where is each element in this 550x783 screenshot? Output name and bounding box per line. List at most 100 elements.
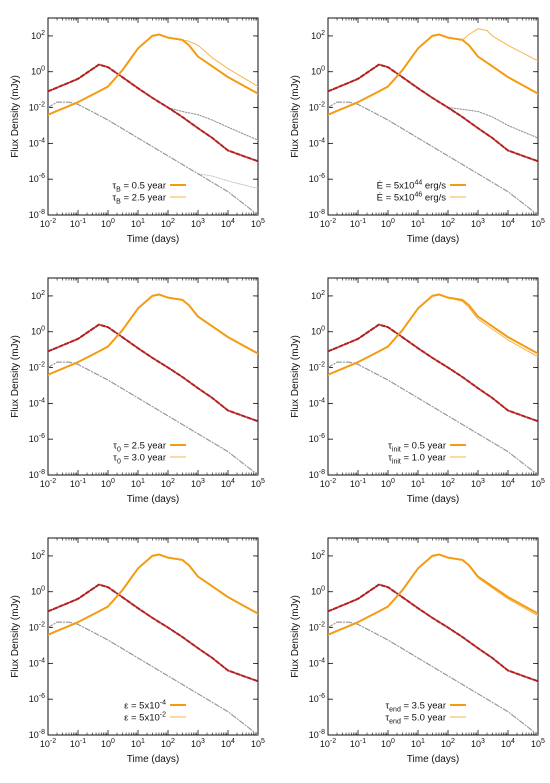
legend-symbol: Ė (377, 181, 383, 192)
x-tick-base: 10 (531, 479, 541, 489)
legend-rest: = 5x10 (128, 713, 159, 724)
y-tick-label: 102 (31, 30, 45, 41)
series-line-dashed-red (48, 583, 258, 683)
x-tick-base: 10 (411, 219, 421, 229)
x-tick-label: 100 (381, 218, 395, 229)
x-tick-exp: 3 (481, 738, 485, 745)
x-tick-label: 100 (101, 478, 115, 489)
legend-sub: init (392, 447, 401, 454)
x-tick-label: 103 (191, 478, 205, 489)
y-tick-exp: -2 (39, 102, 45, 109)
x-tick-exp: 5 (541, 218, 545, 225)
legend-sub: B (116, 199, 121, 206)
x-tick-label: 10-2 (40, 738, 56, 749)
y-tick-exp: 0 (321, 66, 325, 73)
x-tick-label: 10-1 (350, 478, 366, 489)
x-tick-exp: 5 (261, 218, 265, 225)
x-tick-label: 101 (411, 478, 425, 489)
legend-symbol: Ė (377, 193, 383, 204)
series-line-dashdot-gray (328, 101, 538, 215)
series-line-dashed-red (48, 63, 258, 163)
chart-panel-3: 10-2 10-1 100 101 102 103 104 10510-810-610-410… (10, 277, 265, 505)
x-tick-base: 10 (251, 739, 261, 749)
series-line-dashed-red (328, 63, 538, 163)
legend-label: Ė = 5x1044 erg/s (377, 180, 447, 192)
legend-symbol: τ (113, 441, 117, 452)
y-tick-base: 10 (29, 138, 39, 148)
x-tick-label: 10-1 (350, 218, 366, 229)
chart-panel-6: 10-2 10-1 100 101 102 103 104 10510-810-610-410… (290, 537, 545, 765)
x-tick-base: 10 (350, 739, 360, 749)
x-tick-label: 105 (531, 738, 545, 749)
x-tick-label: 102 (161, 478, 175, 489)
x-tick-label: 100 (101, 738, 115, 749)
y-tick-base: 10 (309, 398, 319, 408)
legend-symbol: ε (124, 713, 129, 724)
series-group (48, 553, 258, 735)
x-tick-label: 103 (471, 478, 485, 489)
series-line-thin-orange (167, 297, 258, 354)
x-tick-label: 10-2 (320, 478, 336, 489)
y-axis-label: Flux Density (mJy) (10, 75, 21, 158)
x-tick-exp: 4 (511, 218, 515, 225)
series-line-thin-orange (167, 37, 258, 87)
x-tick-base: 10 (350, 479, 360, 489)
y-tick-label: 10-2 (309, 362, 325, 373)
y-tick-base: 10 (31, 67, 41, 77)
x-axis-label: Time (days) (407, 494, 459, 505)
x-tick-label: 103 (471, 218, 485, 229)
x-tick-exp: 4 (511, 738, 515, 745)
x-tick-base: 10 (471, 479, 481, 489)
y-tick-base: 10 (311, 587, 321, 597)
x-tick-base: 10 (40, 219, 50, 229)
x-axis-label: Time (days) (127, 754, 179, 765)
series-line-dashdot-gray (328, 361, 538, 475)
y-tick-label: 100 (311, 66, 325, 77)
legend-sub: end (389, 707, 401, 714)
x-tick-exp: 5 (541, 738, 545, 745)
y-tick-label: 10-4 (309, 397, 325, 408)
x-tick-exp: 4 (231, 218, 235, 225)
x-tick-label: 10-1 (70, 218, 86, 229)
y-tick-label: 100 (31, 586, 45, 597)
x-tick-exp: 1 (141, 478, 145, 485)
x-tick-label: 103 (191, 738, 205, 749)
y-tick-base: 10 (29, 434, 39, 444)
x-tick-exp: 5 (541, 478, 545, 485)
y-tick-label: 10-8 (309, 729, 325, 740)
y-tick-exp: 0 (41, 586, 45, 593)
y-tick-label: 10-6 (309, 173, 325, 184)
legend-label: τend = 5.0 year (385, 713, 446, 726)
x-tick-exp: -2 (330, 218, 336, 225)
x-tick-base: 10 (101, 739, 111, 749)
x-tick-label: 103 (471, 738, 485, 749)
x-tick-label: 101 (131, 478, 145, 489)
legend-rest: = 5x10 (383, 193, 414, 204)
series-line-thick-orange (48, 293, 258, 376)
y-tick-base: 10 (31, 327, 41, 337)
legend-rest: = 2.5 year (121, 193, 166, 204)
y-tick-exp: 2 (321, 30, 325, 37)
y-tick-exp: 0 (41, 66, 45, 73)
x-tick-label: 105 (251, 478, 265, 489)
x-tick-base: 10 (191, 479, 201, 489)
x-tick-label: 104 (221, 478, 235, 489)
y-tick-exp: 2 (41, 290, 45, 297)
x-tick-exp: 2 (451, 218, 455, 225)
y-tick-base: 10 (29, 363, 39, 373)
y-tick-base: 10 (309, 623, 319, 633)
series-group (328, 553, 538, 735)
y-tick-label: 10-8 (29, 209, 45, 220)
x-tick-exp: 4 (231, 738, 235, 745)
y-tick-exp: -2 (39, 622, 45, 629)
y-tick-base: 10 (311, 327, 321, 337)
y-tick-label: 10-4 (29, 657, 45, 668)
y-tick-label: 10-8 (29, 469, 45, 480)
y-tick-base: 10 (29, 658, 39, 668)
legend-symbol: τ (112, 193, 116, 204)
y-tick-label: 10-6 (29, 693, 45, 704)
y-axis-label: Flux Density (mJy) (290, 335, 301, 418)
legend-label: ε = 5x10-4 (124, 700, 166, 712)
x-tick-exp: -1 (80, 738, 86, 745)
x-tick-label: 101 (131, 738, 145, 749)
